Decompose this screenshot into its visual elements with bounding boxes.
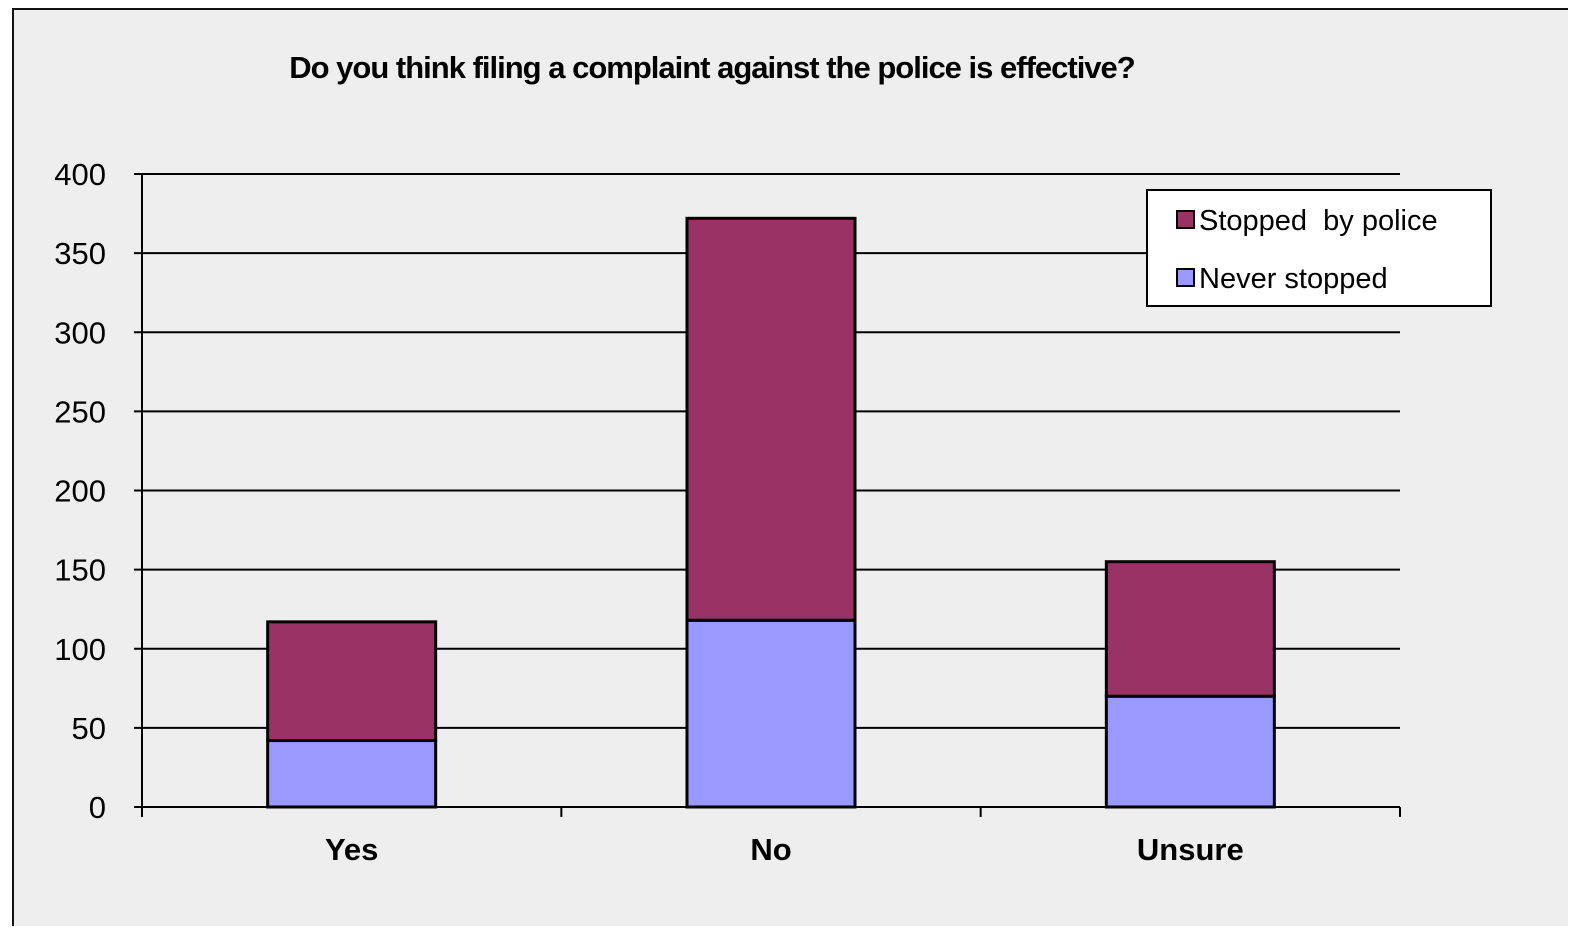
bars bbox=[266, 216, 1276, 809]
y-tick-label: 400 bbox=[54, 157, 106, 192]
y-tick-label: 200 bbox=[54, 474, 106, 509]
x-category-label: Yes bbox=[325, 832, 378, 867]
y-tick-label: 50 bbox=[72, 711, 106, 746]
legend-swatch bbox=[1176, 210, 1195, 229]
y-tick-label: 350 bbox=[54, 236, 106, 271]
legend-swatch bbox=[1176, 268, 1195, 287]
legend: Stopped by police Never stopped bbox=[1146, 189, 1492, 307]
y-tick-label: 300 bbox=[54, 315, 106, 350]
bar-segment-stopped-by-police-yes bbox=[266, 620, 438, 743]
y-tick-label: 250 bbox=[54, 394, 106, 429]
legend-label: Stopped by police bbox=[1199, 205, 1438, 237]
bar-segment-stopped-by-police-no bbox=[685, 216, 857, 622]
y-tick-label: 0 bbox=[89, 790, 106, 825]
x-category-label: Unsure bbox=[1137, 832, 1244, 867]
chart-title: Do you think filing a complaint against … bbox=[289, 50, 1135, 85]
tick-labels: 0 50 100 150 200 250 300 350 400 Yes No Unsure bbox=[54, 157, 1243, 867]
legend-label: Never stopped bbox=[1199, 263, 1388, 295]
x-category-label: No bbox=[750, 832, 791, 867]
y-tick-label: 100 bbox=[54, 632, 106, 667]
bar-segment-never-stopped-no bbox=[685, 618, 857, 809]
y-tick-label: 150 bbox=[54, 553, 106, 588]
bar-segment-never-stopped-yes bbox=[266, 739, 438, 809]
bar-segment-never-stopped-unsure bbox=[1104, 694, 1276, 809]
bar-segment-stopped-by-police-unsure bbox=[1104, 560, 1276, 698]
legend-box bbox=[1146, 189, 1492, 307]
